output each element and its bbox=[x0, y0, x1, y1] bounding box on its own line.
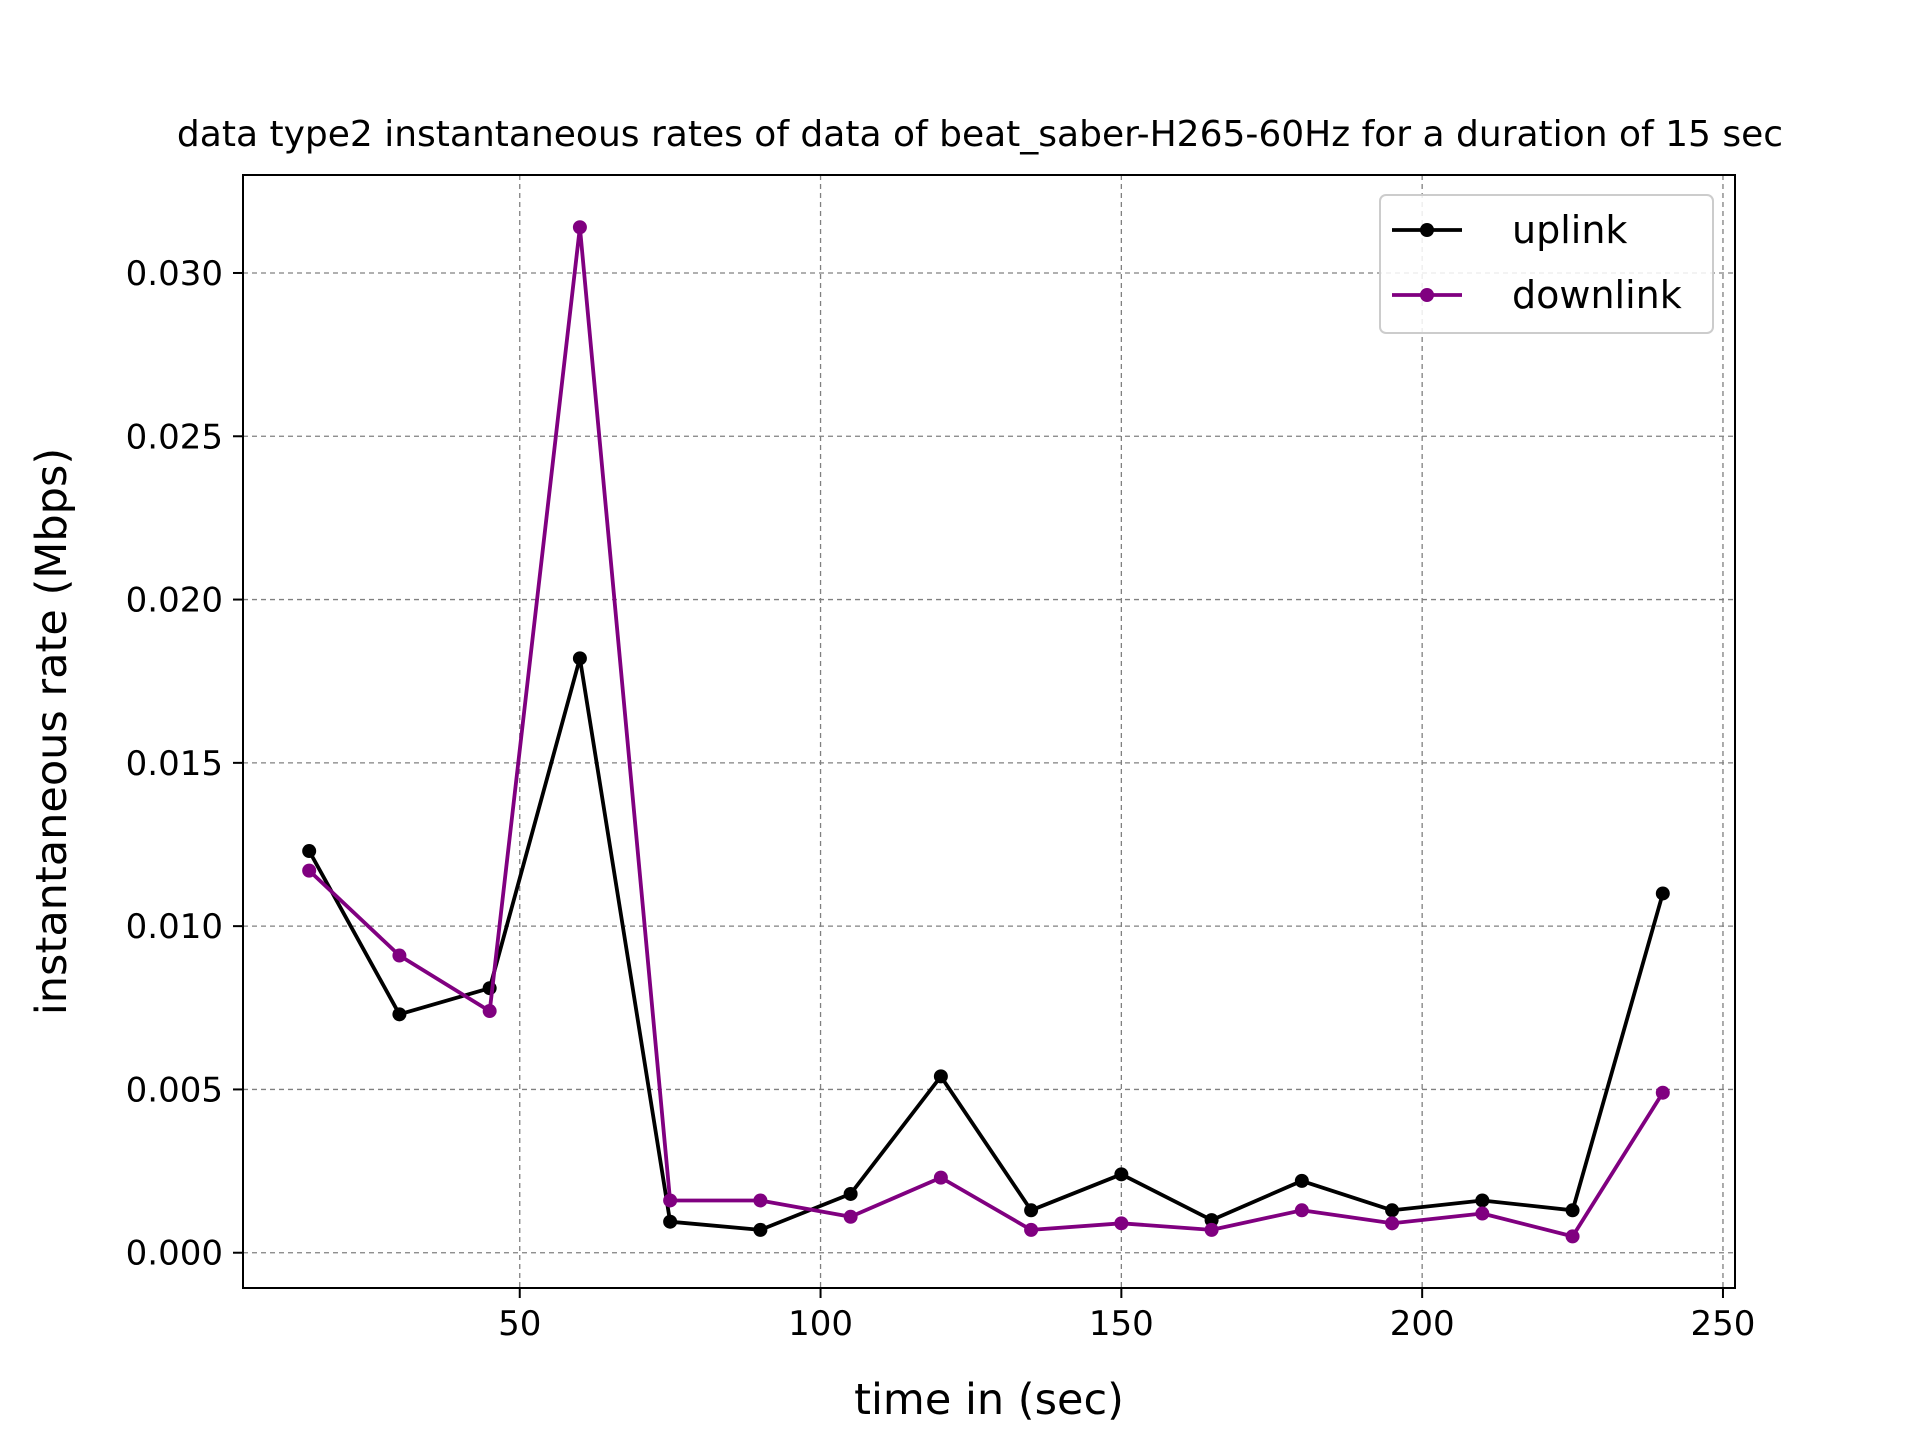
legend-item-downlink: downlink bbox=[1392, 273, 1682, 317]
plot-area-frame bbox=[242, 174, 1736, 1289]
x-tick-label: 150 bbox=[1089, 1304, 1154, 1344]
x-tick-label: 250 bbox=[1691, 1304, 1756, 1344]
uplink-point bbox=[1565, 1203, 1580, 1218]
uplink-point bbox=[1204, 1213, 1219, 1228]
uplink-point bbox=[392, 1007, 407, 1022]
downlink-point bbox=[1475, 1206, 1490, 1221]
series-layer bbox=[302, 220, 1670, 1244]
downlink-point bbox=[1385, 1216, 1400, 1231]
downlink-point bbox=[392, 948, 407, 963]
downlink-point bbox=[1114, 1216, 1129, 1231]
y-tick-label: 0.015 bbox=[126, 744, 223, 784]
y-axis-label: instantaneous rate (Mbps) bbox=[27, 448, 77, 1015]
x-tick-label: 100 bbox=[788, 1304, 853, 1344]
downlink-point bbox=[753, 1193, 768, 1208]
x-tick-label: 50 bbox=[498, 1304, 541, 1344]
uplink-point bbox=[753, 1222, 768, 1237]
uplink-point bbox=[1475, 1193, 1490, 1208]
y-tick-label: 0.025 bbox=[126, 417, 223, 457]
y-tick-label: 0.000 bbox=[126, 1234, 223, 1274]
uplink-point bbox=[843, 1186, 858, 1201]
uplink-point bbox=[663, 1214, 678, 1229]
downlink-point bbox=[1655, 1085, 1670, 1100]
x-tick-label: 200 bbox=[1390, 1304, 1455, 1344]
uplink-point bbox=[302, 844, 317, 859]
uplink-point bbox=[572, 651, 587, 666]
legend-box bbox=[1379, 194, 1714, 334]
downlink-point bbox=[302, 863, 317, 878]
downlink-point bbox=[1294, 1203, 1309, 1218]
downlink-point bbox=[933, 1170, 948, 1185]
downlink-point bbox=[1565, 1229, 1580, 1244]
downlink-point bbox=[663, 1193, 678, 1208]
uplink-point bbox=[1655, 886, 1670, 901]
series-downlink bbox=[302, 220, 1670, 1244]
legend-swatch-marker bbox=[1420, 223, 1434, 237]
legend-item-uplink: uplink bbox=[1392, 208, 1627, 252]
y-tick-label: 0.030 bbox=[126, 254, 223, 294]
downlink-point bbox=[482, 1004, 497, 1019]
legend: uplink downlink bbox=[1379, 194, 1714, 334]
x-axis-ticks: 50 100 150 200 250 bbox=[498, 1288, 1755, 1344]
uplink-point bbox=[933, 1069, 948, 1084]
downlink-point bbox=[1204, 1222, 1219, 1237]
legend-label: downlink bbox=[1512, 273, 1682, 317]
downlink-point bbox=[843, 1209, 858, 1224]
y-tick-label: 0.020 bbox=[126, 581, 223, 621]
uplink-point bbox=[1114, 1167, 1129, 1182]
legend-swatch-marker bbox=[1420, 288, 1434, 302]
x-axis-label: time in (sec) bbox=[854, 1375, 1124, 1425]
uplink-point bbox=[1385, 1203, 1400, 1218]
downlink-point bbox=[572, 220, 587, 235]
grid-lines bbox=[243, 175, 1735, 1288]
y-tick-label: 0.010 bbox=[126, 907, 223, 947]
uplink-point bbox=[1294, 1173, 1309, 1188]
legend-label: uplink bbox=[1512, 208, 1627, 252]
y-tick-label: 0.005 bbox=[126, 1070, 223, 1110]
chart-title: data type2 instantaneous rates of data o… bbox=[177, 114, 1783, 155]
series-uplink bbox=[302, 651, 1670, 1237]
y-axis-ticks: 0.000 0.005 0.010 0.015 0.020 0.025 0.030 bbox=[126, 254, 243, 1274]
downlink-point bbox=[1024, 1222, 1039, 1237]
uplink-line bbox=[307, 656, 1665, 1232]
downlink-line bbox=[307, 225, 1665, 1239]
uplink-point bbox=[1024, 1203, 1039, 1218]
